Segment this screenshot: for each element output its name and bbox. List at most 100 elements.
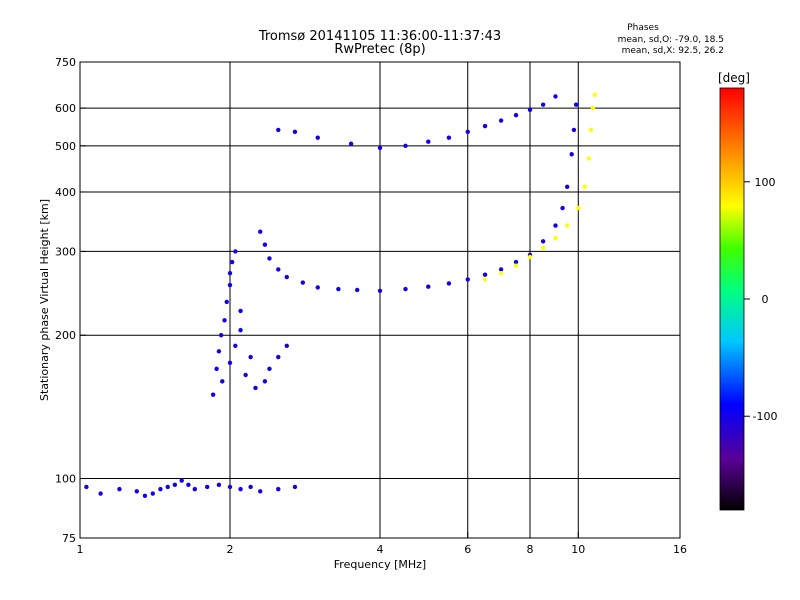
data-point [227, 484, 233, 490]
colorbar-label: [deg] [718, 71, 750, 85]
y-tick-label: 300 [55, 245, 76, 258]
data-point [576, 205, 581, 211]
data-point [300, 280, 306, 285]
data-point [540, 239, 546, 244]
data-point [179, 478, 184, 483]
colorbar-tick-label: 0 [762, 293, 769, 306]
data-point [158, 486, 163, 492]
data-point [233, 343, 238, 349]
data-point [540, 102, 546, 107]
data-point [222, 318, 227, 323]
data-point [292, 484, 298, 490]
data-point [98, 491, 103, 496]
data-point [276, 267, 281, 272]
x-tick-label: 4 [377, 543, 384, 556]
data-point [426, 139, 431, 144]
data-point [426, 284, 431, 289]
data-point [465, 277, 470, 282]
data-point [204, 484, 210, 490]
data-point [498, 271, 504, 276]
data-point [220, 379, 225, 384]
y-tick-label: 750 [55, 56, 76, 69]
data-point [258, 489, 263, 494]
data-point [134, 489, 139, 494]
data-point [227, 360, 233, 366]
chart-title: Tromsø 20141105 11:36:00-11:37:43 [258, 29, 501, 44]
x-tick-label: 2 [227, 543, 234, 556]
data-point [564, 223, 570, 228]
data-point [315, 135, 320, 140]
data-point [513, 259, 519, 265]
data-point [227, 271, 233, 276]
data-point [354, 287, 360, 293]
data-point [243, 372, 248, 378]
data-point [315, 285, 320, 290]
data-point [218, 333, 224, 338]
data-point [284, 343, 289, 349]
data-point [248, 354, 253, 360]
data-point [214, 366, 219, 372]
data-point [210, 392, 216, 397]
x-tick-label: 6 [464, 543, 471, 556]
y-tick-label: 500 [55, 140, 76, 153]
data-point [248, 484, 253, 490]
y-tick-label: 75 [62, 532, 76, 545]
data-point [446, 281, 452, 286]
data-point [216, 349, 222, 354]
grid-lines [80, 62, 680, 538]
data-point [482, 123, 488, 129]
y-tick-label: 600 [55, 102, 76, 115]
data-point [446, 135, 452, 140]
data-point [482, 277, 488, 282]
data-point [192, 486, 198, 492]
data-point [582, 184, 587, 190]
data-point [229, 259, 235, 265]
data-point [588, 127, 594, 133]
data-point [553, 223, 558, 228]
data-point [267, 366, 272, 372]
data-point [465, 129, 470, 135]
data-point [553, 235, 558, 241]
data-point [227, 282, 233, 288]
data-point [560, 205, 565, 211]
data-points [84, 92, 598, 498]
x-tick-label: 1 [77, 543, 84, 556]
colorbar-tick-label: 100 [755, 176, 776, 189]
data-point [238, 308, 243, 314]
data-point [84, 484, 89, 490]
y-tick-label: 200 [55, 329, 76, 342]
y-tick-label: 100 [55, 473, 76, 486]
data-point [276, 127, 281, 133]
data-point [216, 482, 222, 488]
data-point [377, 145, 383, 151]
colorbar-ticks: 100 0 -100 [744, 176, 777, 423]
data-point [262, 242, 268, 247]
x-tick-label: 8 [527, 543, 534, 556]
data-point [186, 482, 191, 488]
data-point [553, 94, 558, 99]
stats-x-line: mean, sd,X: 92.5, 26.2 [622, 46, 724, 56]
y-axis-label: Stationary phase Virtual Height [km] [38, 199, 51, 401]
data-point [482, 272, 488, 277]
data-point [253, 385, 258, 391]
x-tick-label: 16 [673, 543, 687, 556]
data-point [238, 486, 243, 492]
data-point [150, 491, 156, 496]
data-point [592, 92, 598, 97]
data-point [571, 127, 577, 133]
data-point [498, 267, 504, 272]
data-point [513, 112, 519, 118]
data-point [258, 229, 263, 234]
data-point [142, 493, 148, 498]
data-point [348, 141, 354, 146]
data-point [276, 354, 281, 360]
data-point [590, 105, 596, 111]
y-tick-label: 400 [55, 186, 76, 199]
data-point [527, 107, 533, 113]
stats-o-line: mean, sd,O: -79.0, 18.5 [618, 35, 724, 45]
data-point [403, 286, 408, 292]
data-point [117, 486, 122, 492]
data-point [586, 156, 592, 161]
chart-subtitle: RwPretec (8p) [334, 42, 425, 57]
